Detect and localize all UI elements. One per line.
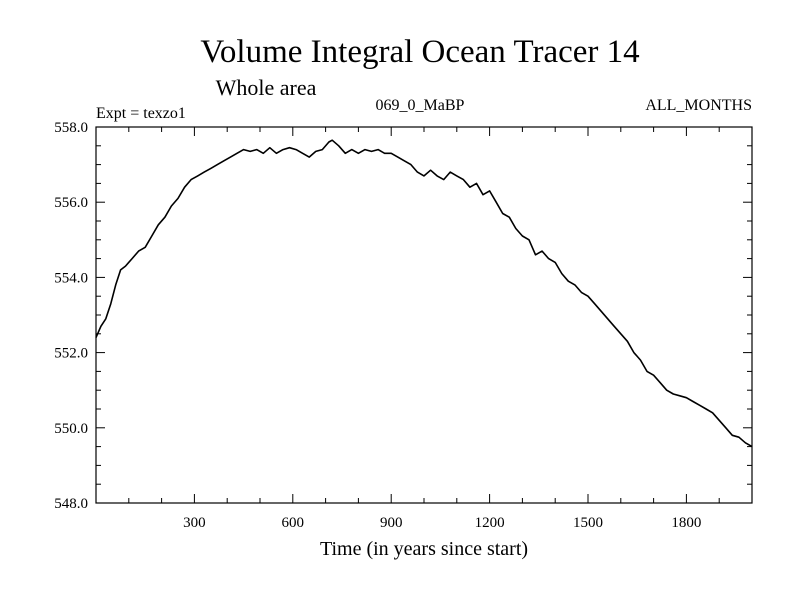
months-annotation: ALL_MONTHS (645, 97, 752, 114)
y-tick-label: 554.0 (54, 270, 88, 286)
y-axis-ticks: 548.0 550.0 552.0 554.0 556.0 558.0 (54, 120, 752, 512)
series-line (95, 139, 753, 448)
y-tick-label: 548.0 (54, 496, 88, 512)
x-tick-label: 600 (282, 515, 305, 531)
y-tick-label: 558.0 (54, 120, 88, 136)
period-annotation: 069_0_MaBP (376, 97, 465, 114)
x-tick-label: 1800 (671, 515, 701, 531)
chart-subtitle: Whole area (216, 75, 317, 100)
y-tick-label: 556.0 (54, 195, 88, 211)
x-tick-label: 300 (183, 515, 206, 531)
chart-title: Volume Integral Ocean Tracer 14 (200, 34, 639, 70)
x-tick-label: 900 (380, 515, 403, 531)
plot-frame (95, 126, 753, 504)
series-group (95, 139, 753, 448)
y-tick-label: 550.0 (54, 421, 88, 437)
experiment-annotation: Expt = texzo1 (96, 105, 186, 122)
x-tick-label: 1200 (475, 515, 505, 531)
x-axis-ticks: 300 600 900 1200 1500 1800 (128, 127, 720, 531)
y-tick-label: 552.0 (54, 346, 88, 362)
x-tick-label: 1500 (573, 515, 603, 531)
x-axis-label: Time (in years since start) (320, 538, 528, 560)
